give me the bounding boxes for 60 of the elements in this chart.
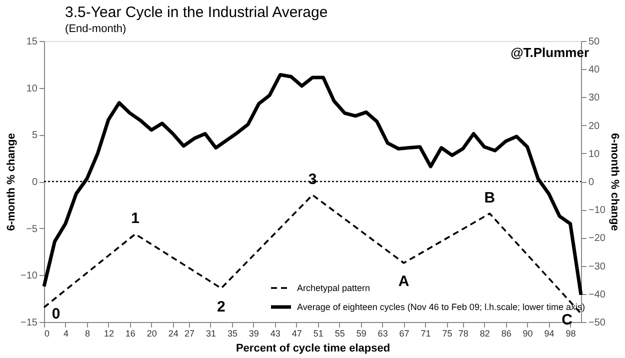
x-tick-label: 78 xyxy=(458,328,468,338)
x-axis-title: Percent of cycle time elapsed xyxy=(236,342,390,354)
x-tick-label: 71 xyxy=(420,328,431,338)
y-tick-label: −10 xyxy=(20,270,38,282)
y-axis-title: 6-month % change xyxy=(6,133,18,231)
annotation: @T.Plummer xyxy=(510,45,589,60)
y2-tick-label: −10 xyxy=(588,205,606,216)
chart-title: 3.5-Year Cycle in the Industrial Average xyxy=(65,4,328,21)
x-tick-label: 35 xyxy=(227,328,238,338)
x-tick-label: 75 xyxy=(442,328,452,338)
x-tick-label: 12 xyxy=(104,328,114,338)
y2-tick-label: −40 xyxy=(588,289,606,300)
x-tick-label: 90 xyxy=(522,328,533,338)
y2-tick-label: −30 xyxy=(588,261,606,272)
y2-tick-label: 30 xyxy=(588,92,600,104)
x-tick-label: 31 xyxy=(206,328,216,338)
x-tick-label: 67 xyxy=(399,328,410,338)
y2-tick-label: −20 xyxy=(588,233,606,244)
y-tick-label: 5 xyxy=(32,130,38,142)
annotation: 3 xyxy=(308,170,317,188)
y2-tick-label: −50 xyxy=(588,318,606,328)
x-tick-label: 39 xyxy=(248,328,259,338)
y-tick-label: 0 xyxy=(32,177,38,188)
y2-tick-label: 20 xyxy=(588,120,600,132)
line-series xyxy=(42,72,583,297)
x-tick-label: 82 xyxy=(480,328,490,338)
x-tick-label: 4 xyxy=(63,328,68,338)
x-tick-label: 0 xyxy=(44,328,50,338)
y-tick-label: −15 xyxy=(20,318,38,328)
x-tick-label: 47 xyxy=(292,328,302,338)
x-tick-label: 20 xyxy=(146,328,157,338)
legend-label: Average of eighteen cycles (Nov 46 to Feb 09; l.h.scale; lower time axis) xyxy=(297,302,585,312)
y2-tick-label: 40 xyxy=(588,64,600,76)
y2-axis-title: 6-month % change xyxy=(608,133,620,231)
x-tick-label: 51 xyxy=(313,328,324,338)
x-tick-label: 27 xyxy=(184,328,194,338)
x-tick-label: 24 xyxy=(168,328,178,338)
x-tick-label: 16 xyxy=(125,328,136,338)
x-tick-label: 86 xyxy=(501,328,512,338)
x-tick-label: 63 xyxy=(378,328,388,338)
annotation: 0 xyxy=(52,305,60,322)
x-tick-label: 94 xyxy=(544,328,554,338)
annotation: A xyxy=(398,272,410,290)
annotation: B xyxy=(484,190,496,207)
x-tick-label: 43 xyxy=(270,328,280,338)
y2-tick-label: 50 xyxy=(588,36,600,48)
annotation: 1 xyxy=(131,210,140,228)
y-tick-label: 10 xyxy=(26,83,38,94)
annotation: C xyxy=(562,312,573,329)
x-tick-label: 98 xyxy=(566,328,576,338)
y-tick-label: −5 xyxy=(26,224,38,235)
x-tick-label: 8 xyxy=(84,328,90,338)
chart-subtitle: (End-month) xyxy=(65,23,126,35)
y2-tick-label: 0 xyxy=(588,177,594,188)
y2-tick-label: 10 xyxy=(588,148,600,160)
y-tick-label: 15 xyxy=(26,36,38,48)
x-tick-label: 55 xyxy=(334,328,345,338)
legend-label: Archetypal pattern xyxy=(297,283,370,293)
x-tick-label: 59 xyxy=(356,328,366,338)
annotation: 2 xyxy=(217,298,226,316)
